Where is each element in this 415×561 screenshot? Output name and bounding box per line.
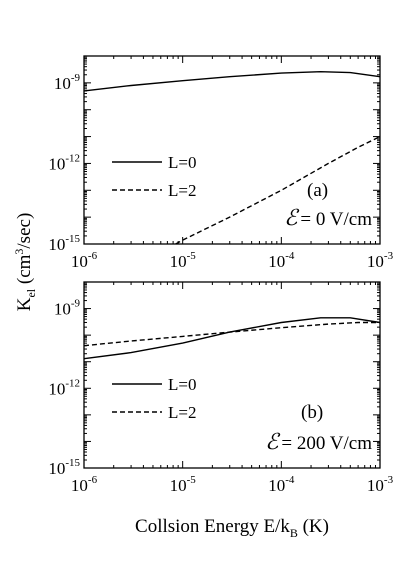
- panel-a-y-tick-exp: -15: [65, 233, 80, 245]
- y-axis-title: Kel (cm3/sec): [12, 213, 38, 312]
- panel-a-x-tick-base: 10: [170, 252, 187, 271]
- panel-b-y-tick-exp: -9: [71, 298, 81, 310]
- y-axis-title-post: /sec): [14, 213, 35, 249]
- panel-b-x-tick-exp: -3: [384, 474, 394, 486]
- panel-a-x-tick-base: 10: [268, 252, 285, 271]
- y-axis-title-sub: el: [24, 288, 38, 297]
- panel-a-x-tick-base: 10: [367, 252, 384, 271]
- panel-b-x-tick-base: 10: [71, 476, 88, 495]
- panel-a-x-tick-label: 10-3: [367, 250, 394, 271]
- panel-a-y-tick-base: 10: [48, 154, 65, 173]
- panel-b-x-tick-exp: -4: [285, 474, 295, 486]
- panel-b-y-tick-label: 10-9: [54, 298, 81, 319]
- panel-b-y-tick-label: 10-12: [48, 377, 80, 398]
- panel-a-series-l0: [83, 70, 381, 92]
- panel-a-legend: L=0 L=2: [112, 153, 196, 200]
- panel-a-x-tick-label: 10-4: [268, 250, 295, 271]
- panel-b-y-tick-exp: -15: [65, 457, 80, 469]
- x-axis-title-sub: B: [290, 526, 298, 540]
- y-axis-title-main: K: [14, 297, 35, 311]
- panel-a-y-tick-exp: -9: [71, 72, 81, 84]
- panel-b-y-tick-base: 10: [48, 379, 65, 398]
- panel-a-field-value: = 0 V/cm: [300, 209, 372, 230]
- panel-a-field-text: ℰ = 0 V/cm: [284, 205, 372, 230]
- panel-a-y-tick-label: 10-9: [54, 72, 81, 93]
- panel-a-legend-label-l2: L=2: [168, 181, 196, 200]
- panel-a-field-symbol: ℰ: [284, 205, 300, 230]
- panel-a-x-tick-label: 10-5: [170, 250, 197, 271]
- panel-b-x-tick-label: 10-5: [170, 474, 197, 495]
- panel-b-field-text: ℰ = 200 V/cm: [265, 429, 372, 454]
- panel-b-field-symbol: ℰ: [265, 429, 281, 454]
- panel-a-x-tick-base: 10: [71, 252, 88, 271]
- panel-b-frame: [83, 281, 381, 469]
- panel-b-series-l2: [83, 321, 380, 347]
- panel-b-x-tick-base: 10: [268, 476, 285, 495]
- panel-b-series-l0: [83, 317, 381, 360]
- panel-b-y-tick-label: 10-15: [48, 457, 80, 478]
- panel-b-x-tick-exp: -5: [187, 474, 197, 486]
- panel-b-x-tick-base: 10: [367, 476, 384, 495]
- panel-a-y-tick-label: 10-12: [48, 152, 80, 173]
- panel-a-y-tick-base: 10: [54, 74, 71, 93]
- y-axis-title-sup: 3: [12, 249, 26, 255]
- panel-a-x-tick-exp: -3: [384, 250, 394, 262]
- y-axis-title-pre: (cm: [14, 254, 35, 289]
- panel-b-x-tick-label: 10-4: [268, 474, 295, 495]
- panel-a-label: (a): [307, 180, 328, 201]
- panel-a-x-tick-exp: -4: [285, 250, 295, 262]
- panel-b-label: (b): [301, 402, 323, 423]
- panel-b-x-tick-exp: -6: [88, 474, 98, 486]
- panel-b-field-value: = 200 V/cm: [281, 433, 372, 454]
- panel-a-y-tick-label: 10-15: [48, 233, 80, 254]
- panel-a-legend-label-l0: L=0: [168, 153, 196, 172]
- panel-b-legend: L=0 L=2: [112, 375, 196, 422]
- panel-b-legend-label-l2: L=2: [168, 403, 196, 422]
- panel-b-series: [83, 317, 381, 360]
- panel-a-frame: [83, 55, 381, 245]
- panel-a-y-tick-exp: -12: [65, 152, 80, 164]
- panel-b-y-tick-exp: -12: [65, 377, 80, 389]
- panel-a-x-tick-exp: -6: [88, 250, 98, 262]
- panel-a-x-tick-exp: -5: [187, 250, 197, 262]
- x-axis-title-main: Collsion Energy E/k: [135, 516, 290, 537]
- panel-b-x-tick-base: 10: [170, 476, 187, 495]
- x-axis-title-post: (K): [298, 516, 329, 537]
- panel-b-x-tick-label: 10-3: [367, 474, 394, 495]
- x-axis-title: Collsion Energy E/kB (K): [135, 516, 329, 540]
- panel-b-legend-label-l0: L=0: [168, 375, 196, 394]
- panel-a-x-tick-label: 10-6: [71, 250, 98, 271]
- panel-b-y-tick-base: 10: [54, 300, 71, 319]
- panel-a-y-tick-base: 10: [48, 235, 65, 254]
- panel-b-y-tick-base: 10: [48, 459, 65, 478]
- panel-b-x-tick-label: 10-6: [71, 474, 98, 495]
